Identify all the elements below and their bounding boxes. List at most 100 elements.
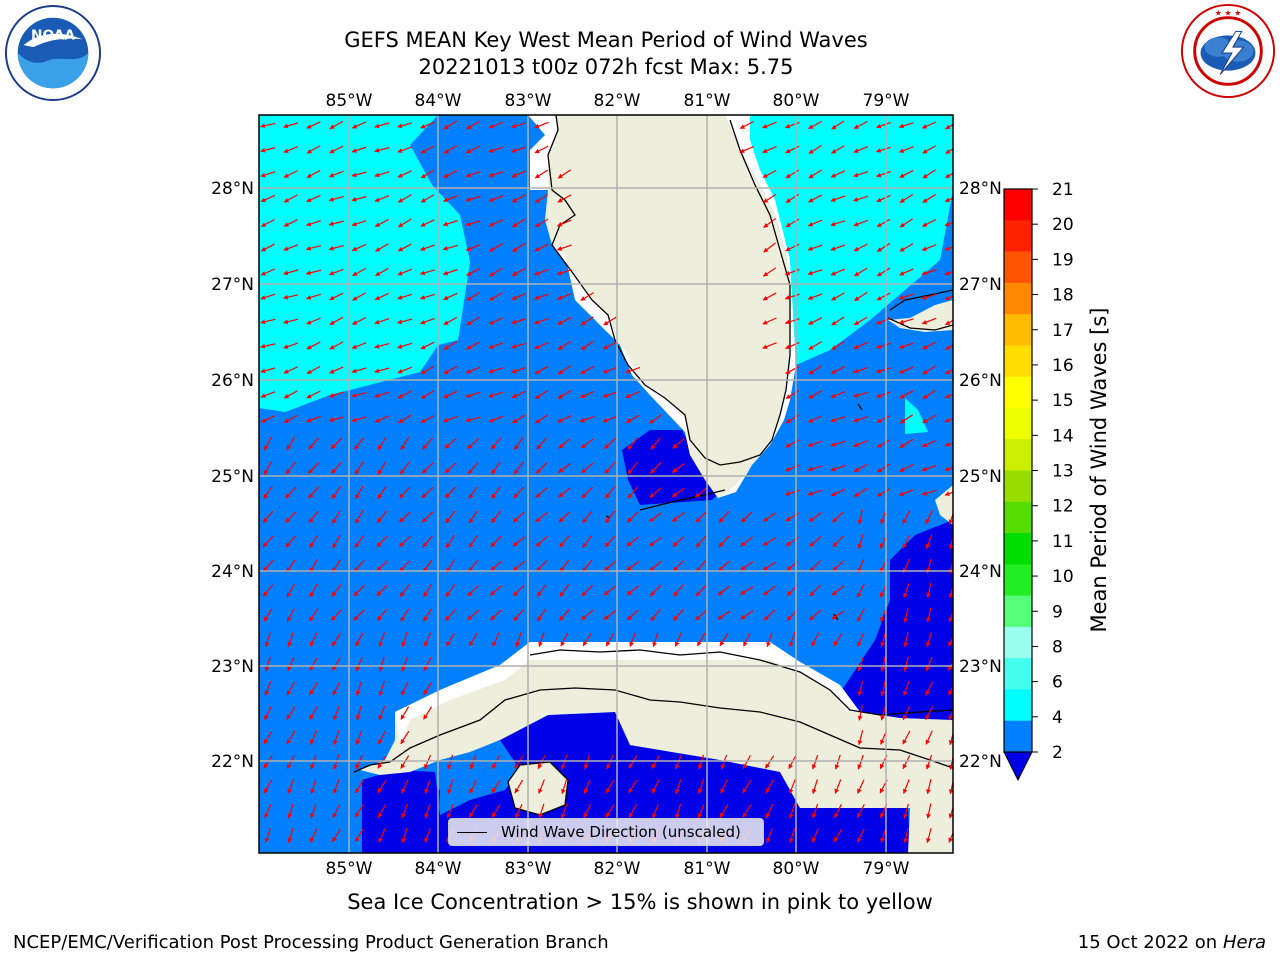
wind-wave-arrow <box>789 803 796 819</box>
wind-wave-arrow <box>944 270 953 276</box>
legend-line-swatch <box>457 832 487 833</box>
wind-wave-arrow <box>853 195 869 202</box>
colorbar-tick-label: 9 <box>1052 602 1063 622</box>
wind-wave-arrow <box>876 218 891 228</box>
wind-wave-arrow <box>513 461 524 475</box>
wind-wave-arrow <box>306 121 321 129</box>
wind-wave-arrow <box>832 511 844 523</box>
wind-wave-arrow <box>903 656 909 672</box>
wind-wave-arrow <box>830 440 846 447</box>
wind-wave-arrow <box>876 242 891 253</box>
wind-wave-arrow <box>742 755 751 769</box>
wind-wave-arrow <box>944 197 953 203</box>
colorbar-segment <box>1004 439 1032 471</box>
wind-wave-arrow <box>560 632 569 647</box>
wind-wave-arrow <box>399 486 411 499</box>
wind-wave-arrow <box>400 755 410 769</box>
wind-wave-arrow <box>400 436 410 451</box>
wind-wave-arrow <box>467 559 479 573</box>
wind-wave-arrow <box>328 244 344 251</box>
wind-wave-arrow <box>533 293 549 300</box>
wind-wave-arrow <box>830 268 846 276</box>
wind-wave-arrow <box>876 391 891 398</box>
wind-wave-arrow <box>353 559 365 573</box>
wind-wave-arrow <box>514 779 524 794</box>
wind-wave-arrow <box>354 779 364 794</box>
wind-wave-arrow <box>445 584 456 597</box>
wind-wave-arrow <box>330 609 342 621</box>
wind-wave-arrow <box>263 608 273 622</box>
wind-wave-arrow <box>351 416 367 423</box>
wind-wave-arrow <box>602 341 617 350</box>
wind-wave-arrow <box>762 317 777 325</box>
wind-wave-arrow <box>466 268 481 276</box>
wind-wave-arrow <box>419 293 435 300</box>
lat-label-left: 27°N <box>211 275 254 295</box>
colorbar-tick-label: 8 <box>1052 637 1063 657</box>
wind-wave-arrow <box>447 754 454 770</box>
wind-wave-arrow <box>556 244 572 251</box>
wind-wave-arrow <box>488 146 504 153</box>
wind-wave-arrow <box>557 169 571 179</box>
wind-wave-arrow <box>876 292 891 301</box>
wind-wave-arrow <box>490 437 502 450</box>
wind-wave-arrow <box>262 535 274 548</box>
lat-label-right: 26°N <box>959 371 1002 391</box>
wind-wave-arrow <box>332 779 340 794</box>
wind-wave-arrow <box>899 414 914 424</box>
wind-wave-arrow <box>740 610 754 620</box>
wind-wave-arrow <box>629 632 637 647</box>
wind-wave-arrow <box>535 462 548 474</box>
wind-wave-arrow <box>286 436 296 451</box>
wind-wave-arrow <box>876 415 891 423</box>
wind-wave-arrow <box>853 391 869 398</box>
wind-wave-arrow <box>399 560 411 572</box>
wind-wave-arrow <box>626 536 640 547</box>
wind-wave-arrow <box>921 464 937 472</box>
wind-wave-arrow <box>306 220 321 227</box>
wind-wave-arrow <box>784 121 800 129</box>
wind-wave-arrow <box>583 804 592 819</box>
wind-wave-arrow <box>397 170 412 178</box>
wind-wave-arrow <box>331 657 341 671</box>
wind-wave-arrow <box>329 341 344 350</box>
wind-wave-arrow <box>444 438 457 449</box>
wind-wave-arrow <box>628 779 638 794</box>
wind-wave-arrow <box>419 269 435 276</box>
wind-wave-arrow <box>351 367 367 374</box>
wind-wave-arrow <box>354 485 364 500</box>
ocean-region-lt2s-bahamas <box>842 520 953 735</box>
wind-wave-arrow <box>443 390 458 399</box>
wind-wave-arrow <box>466 292 480 301</box>
wind-wave-arrow <box>535 536 548 547</box>
wind-wave-arrow <box>785 464 800 472</box>
wind-wave-arrow <box>853 120 868 130</box>
wind-wave-arrow <box>809 609 822 621</box>
wind-wave-arrow <box>899 463 914 473</box>
wind-wave-arrow <box>491 755 501 769</box>
wind-wave-arrow <box>625 414 640 424</box>
wind-wave-arrow <box>921 121 937 129</box>
map-frame <box>258 114 954 854</box>
wind-wave-arrow <box>898 318 914 325</box>
wind-wave-arrow <box>377 779 387 794</box>
wind-wave-arrow <box>355 681 363 697</box>
wind-wave-arrow <box>626 561 640 571</box>
wind-wave-arrow <box>353 584 365 597</box>
wind-wave-arrow <box>465 366 481 374</box>
wind-wave-arrow <box>397 414 412 424</box>
wind-wave-arrow <box>512 242 526 253</box>
wind-wave-arrow <box>374 219 389 227</box>
wind-wave-arrow <box>444 462 457 474</box>
wind-wave-arrow <box>534 121 549 129</box>
wind-wave-arrow <box>765 803 774 819</box>
wind-wave-arrow <box>945 123 953 130</box>
wind-wave-arrow <box>308 437 320 450</box>
wind-wave-arrow <box>535 487 548 498</box>
colorbar-segment <box>1004 314 1032 346</box>
wind-wave-arrow <box>785 342 800 349</box>
wind-wave-arrow <box>561 803 568 819</box>
wind-wave-arrow <box>468 510 478 524</box>
wind-wave-arrow <box>945 368 953 375</box>
wind-wave-arrow <box>762 561 777 571</box>
